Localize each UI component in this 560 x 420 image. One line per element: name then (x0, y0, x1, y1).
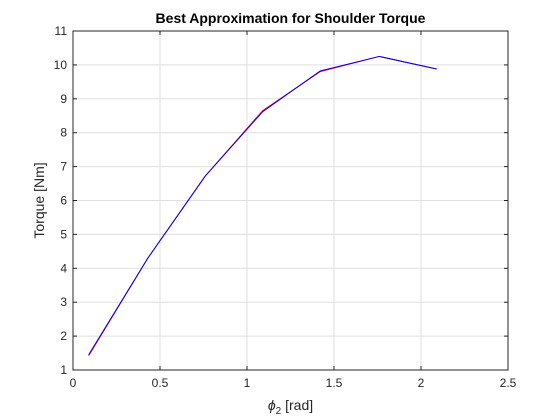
x-tick-label: 1 (244, 376, 251, 390)
y-tick-label: 10 (54, 58, 68, 72)
y-tick-label: 11 (55, 24, 68, 38)
x-tick-label: 0.5 (152, 376, 169, 390)
x-tick-label: 1.5 (326, 376, 343, 390)
y-tick-label: 6 (60, 194, 67, 208)
x-tick-label: 0 (70, 376, 77, 390)
x-axis-symbol: ϕ (268, 397, 276, 413)
y-tick-label: 1 (60, 363, 67, 377)
chart-title: Best Approximation for Shoulder Torque (156, 10, 426, 26)
y-tick-label: 3 (60, 295, 67, 309)
x-tick-label: 2 (418, 376, 425, 390)
y-tick-label: 7 (60, 160, 67, 174)
y-tick-label: 4 (60, 261, 67, 275)
y-tick-label: 8 (60, 126, 67, 140)
x-tick-label: 2.5 (500, 376, 517, 390)
y-axis-title: Torque [Nm] (31, 162, 47, 238)
y-tick-label: 5 (60, 227, 67, 241)
y-tick-label: 2 (60, 329, 67, 343)
y-tick-label: 9 (60, 92, 67, 106)
x-axis-unit: [rad] (281, 397, 313, 413)
